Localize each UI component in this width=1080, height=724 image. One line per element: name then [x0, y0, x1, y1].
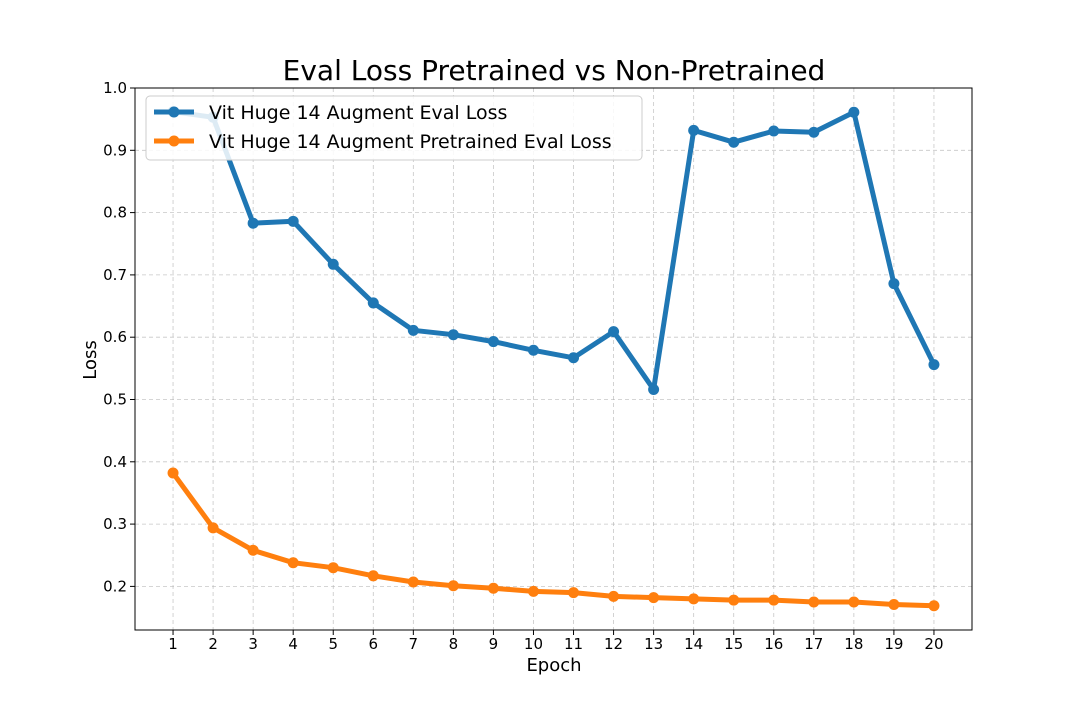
grid	[135, 87, 972, 630]
data-point	[447, 329, 459, 341]
axes: 1 2 3 4 5 6 7 8 9 10 11 12 13 14 15 16 17 18 19 200.20.30.4…	[103, 79, 973, 653]
data-point	[808, 596, 820, 608]
data-point	[367, 570, 379, 582]
x-tick-label: 18	[844, 635, 863, 653]
data-point	[648, 384, 660, 396]
data-point	[527, 585, 539, 597]
data-point	[608, 326, 620, 338]
data-point	[447, 580, 459, 592]
x-tick-label: 1	[168, 635, 178, 653]
data-point	[768, 125, 780, 137]
x-tick-label: 9	[489, 635, 499, 653]
chart-title: Eval Loss Pretrained vs Non-Pretrained	[283, 54, 826, 87]
data-point	[327, 562, 339, 574]
series	[167, 106, 940, 612]
data-point	[407, 324, 419, 336]
data-point	[247, 544, 259, 556]
legend-swatch-marker	[168, 106, 180, 118]
y-tick-label: 0.5	[103, 390, 127, 408]
x-tick-label: 17	[804, 635, 823, 653]
plot-frame	[134, 87, 973, 631]
y-tick-label: 0.4	[103, 453, 127, 471]
x-tick-label: 4	[288, 635, 298, 653]
series-line	[170, 109, 937, 392]
x-tick-label: 3	[248, 635, 258, 653]
data-point	[648, 592, 660, 604]
data-point	[928, 600, 940, 612]
x-tick-label: 19	[884, 635, 903, 653]
x-tick-label: 14	[684, 635, 703, 653]
x-tick-label: 13	[644, 635, 663, 653]
x-tick-label: 10	[524, 635, 543, 653]
x-tick-label: 16	[764, 635, 783, 653]
series-2	[167, 467, 940, 612]
y-tick-label: 0.8	[103, 204, 127, 222]
data-point	[608, 590, 620, 602]
data-point	[768, 594, 780, 606]
y-tick-label: 0.2	[103, 577, 127, 595]
y-tick-label: 0.3	[103, 515, 127, 533]
y-tick-label: 0.7	[103, 266, 127, 284]
data-point	[888, 278, 900, 290]
legend: Vit Huge 14 Augment Eval Loss Vit Huge 14…	[145, 95, 643, 161]
y-axis-label: Loss	[80, 340, 101, 379]
data-point	[327, 258, 339, 270]
data-point	[247, 217, 259, 229]
data-point	[407, 576, 419, 588]
data-point	[728, 136, 740, 148]
legend-entry-label: Vit Huge 14 Augment Eval Loss	[209, 102, 507, 124]
x-tick-label: 5	[328, 635, 338, 653]
x-tick-label: 7	[409, 635, 419, 653]
data-point	[287, 215, 299, 227]
x-tick-label: 11	[564, 635, 583, 653]
series-line	[170, 470, 937, 609]
data-point	[167, 467, 179, 479]
data-point	[928, 359, 940, 371]
data-point	[568, 352, 580, 364]
data-point	[568, 587, 580, 599]
data-point	[888, 598, 900, 610]
y-tick-label: 1.0	[103, 79, 127, 97]
data-point	[688, 593, 700, 605]
data-point	[808, 126, 820, 138]
data-point	[207, 522, 219, 534]
data-point	[848, 106, 860, 118]
data-point	[487, 582, 499, 594]
data-point	[848, 596, 860, 608]
x-axis-label: Epoch	[526, 655, 581, 676]
x-tick-label: 20	[924, 635, 943, 653]
x-tick-label: 12	[604, 635, 623, 653]
data-point	[487, 336, 499, 348]
data-point	[287, 557, 299, 569]
legend-swatch-marker	[168, 135, 180, 147]
x-tick-label: 15	[724, 635, 743, 653]
legend-box	[145, 95, 643, 161]
x-tick-label: 6	[369, 635, 379, 653]
data-point	[367, 297, 379, 309]
y-tick-label: 0.6	[103, 328, 127, 346]
y-tick-label: 0.9	[103, 141, 127, 159]
x-tick-label: 2	[208, 635, 218, 653]
data-point	[527, 344, 539, 356]
legend-entry-label: Vit Huge 14 Augment Pretrained Eval Loss	[209, 131, 612, 153]
x-tick-label: 8	[449, 635, 459, 653]
data-point	[728, 594, 740, 606]
data-point	[688, 124, 700, 136]
